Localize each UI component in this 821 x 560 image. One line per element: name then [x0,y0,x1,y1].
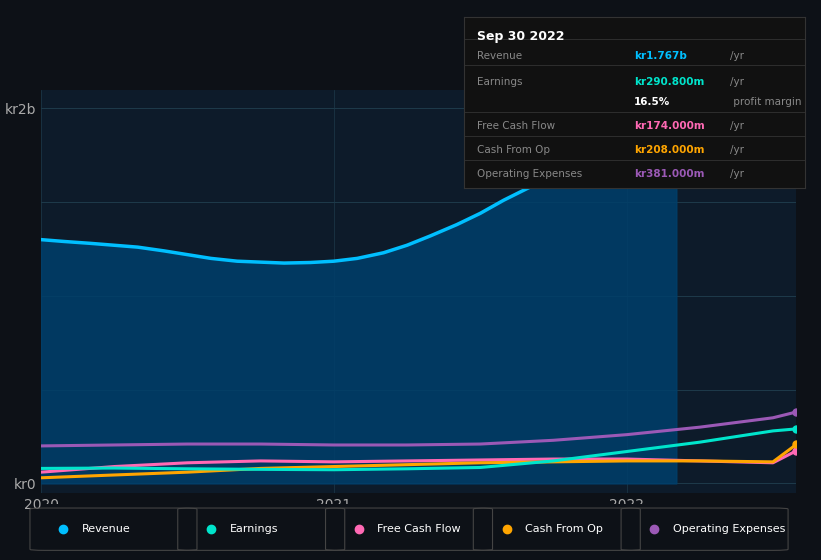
Text: 16.5%: 16.5% [635,97,671,107]
Text: /yr: /yr [730,169,744,179]
Text: Cash From Op: Cash From Op [478,145,551,155]
Text: kr174.000m: kr174.000m [635,121,705,131]
Text: Revenue: Revenue [478,51,523,61]
Text: kr1.767b: kr1.767b [635,51,687,61]
Text: Revenue: Revenue [82,524,131,534]
Text: kr290.800m: kr290.800m [635,77,704,87]
Text: Earnings: Earnings [230,524,278,534]
Text: profit margin: profit margin [730,97,801,107]
Text: /yr: /yr [730,145,744,155]
Text: Cash From Op: Cash From Op [525,524,603,534]
Text: Sep 30 2022: Sep 30 2022 [478,30,565,44]
Text: kr381.000m: kr381.000m [635,169,704,179]
Text: Operating Expenses: Operating Expenses [478,169,583,179]
Text: Earnings: Earnings [478,77,523,87]
Text: kr208.000m: kr208.000m [635,145,704,155]
Text: Free Cash Flow: Free Cash Flow [478,121,556,131]
Text: /yr: /yr [730,51,744,61]
Text: Operating Expenses: Operating Expenses [673,524,785,534]
Text: /yr: /yr [730,77,744,87]
Text: /yr: /yr [730,121,744,131]
Text: Free Cash Flow: Free Cash Flow [378,524,461,534]
